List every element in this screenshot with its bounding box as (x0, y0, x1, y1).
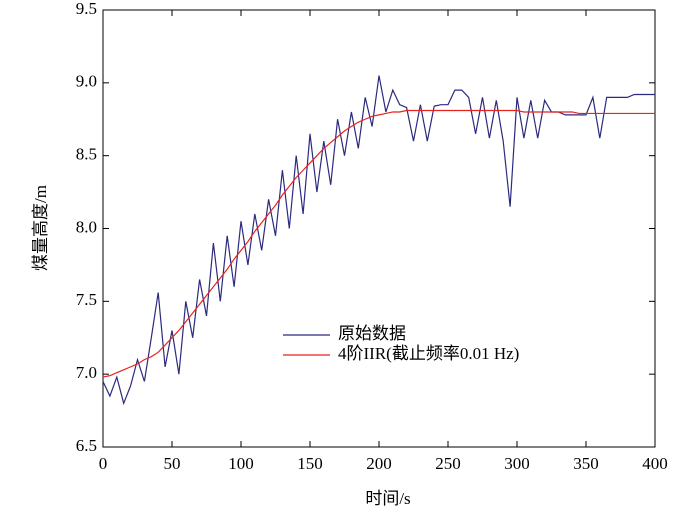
y-tick-label: 7.5 (76, 290, 97, 309)
x-axis-label: 时间/s (365, 489, 410, 508)
x-tick-label: 150 (297, 454, 323, 473)
x-tick-label: 400 (642, 454, 668, 473)
y-tick-label: 8.5 (76, 145, 97, 164)
x-tick-label: 200 (366, 454, 392, 473)
y-tick-label: 7.0 (76, 363, 97, 382)
x-tick-label: 100 (228, 454, 254, 473)
x-tick-label: 0 (99, 454, 108, 473)
x-tick-label: 350 (573, 454, 599, 473)
x-tick-label: 300 (504, 454, 530, 473)
y-tick-label: 6.5 (76, 436, 97, 455)
x-tick-label: 250 (435, 454, 461, 473)
y-tick-label: 9.0 (76, 72, 97, 91)
y-tick-label: 9.5 (76, 0, 97, 18)
y-tick-label: 8.0 (76, 217, 97, 236)
data-line (102, 109, 655, 378)
data-line (102, 75, 655, 406)
x-tick-label: 50 (164, 454, 181, 473)
legend-label: 4阶IIR(截止频率0.01 Hz) (338, 344, 519, 363)
y-axis-label: 煤量高度/m (31, 185, 50, 271)
legend-label: 原始数据 (338, 324, 406, 343)
